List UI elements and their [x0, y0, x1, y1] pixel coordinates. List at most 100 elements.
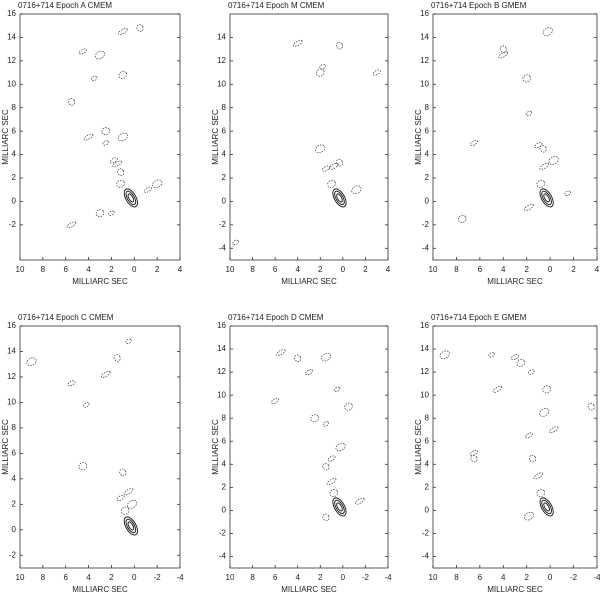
x-tick-label: 0	[132, 265, 137, 274]
jet-component	[329, 489, 339, 498]
x-tick-label: 2	[524, 265, 529, 274]
x-tick-label: 2	[155, 265, 160, 274]
jet-component	[548, 156, 559, 165]
x-axis-label: MILLIARC SEC	[281, 585, 337, 594]
y-tick-label: 12	[217, 367, 226, 376]
core-contour	[123, 188, 138, 208]
core-contour	[125, 518, 137, 534]
jet-component	[533, 472, 544, 480]
jet-component	[539, 162, 550, 170]
panel: 0716+714 Epoch B GMEM 10 8 6 4 2 0 2 4 -4 -2 0 2 4 6 8 1…	[414, 1, 600, 286]
y-tick-label: 6	[222, 436, 227, 445]
jet-component	[587, 402, 595, 411]
panel-title: 0716+714 Epoch A CMEM	[18, 1, 112, 10]
x-tick-label: -4	[593, 573, 600, 582]
x-tick-label: 0	[548, 573, 553, 582]
x-tick-label: 2	[318, 265, 323, 274]
jet-component	[499, 45, 507, 53]
jet-component	[524, 203, 534, 211]
panel-title: 0716+714 Epoch M CMEM	[228, 1, 325, 10]
y-tick-label: 2	[12, 499, 17, 508]
jet-component	[94, 50, 106, 60]
jet-component	[120, 506, 130, 515]
y-axis-label: MILLIARC SEC	[211, 109, 220, 165]
x-tick-label: 8	[41, 573, 46, 582]
core-contour	[541, 190, 552, 206]
core-contour	[125, 190, 137, 206]
y-tick-label: 4	[222, 459, 227, 468]
y-tick-label: -2	[9, 550, 17, 559]
x-tick-label: 10	[16, 265, 25, 274]
panel: 0716+714 Epoch M CMEM 10 8 6 4 2 0 2 4 -4 -2 0 2 4 6 8 1…	[211, 1, 391, 286]
jet-component	[525, 432, 534, 439]
y-tick-label: -2	[422, 529, 430, 538]
jet-component	[294, 354, 302, 362]
jet-component	[321, 165, 330, 172]
x-tick-label: 2	[109, 265, 114, 274]
jet-component	[329, 162, 339, 170]
y-tick-label: -2	[219, 529, 227, 538]
y-tick-label: 8	[12, 423, 17, 432]
y-tick-label: 0	[222, 197, 227, 206]
x-axis-label: MILLIARC SEC	[487, 277, 543, 286]
y-tick-label: 10	[7, 79, 16, 88]
jet-component	[522, 74, 531, 83]
y-tick-label: 8	[222, 413, 227, 422]
x-tick-label: 8	[250, 265, 255, 274]
core-component	[539, 497, 554, 517]
jet-component	[136, 24, 144, 32]
y-tick-label: 6	[425, 126, 430, 135]
core-contour	[127, 521, 135, 531]
plot-frame	[229, 13, 389, 261]
panel-title: 0716+714 Epoch D CMEM	[228, 313, 324, 322]
core-component	[539, 188, 554, 208]
jet-component	[152, 179, 163, 189]
jet-component	[542, 385, 551, 394]
y-tick-label: 10	[217, 390, 226, 399]
x-tick-label: 8	[250, 573, 255, 582]
jet-component	[78, 462, 88, 471]
x-tick-label: 4	[295, 573, 300, 582]
jet-component	[458, 215, 467, 223]
jet-component	[275, 349, 286, 356]
y-tick-label: 16	[217, 321, 226, 330]
y-tick-label: 6	[12, 448, 17, 457]
x-tick-label: 4	[501, 265, 506, 274]
x-tick-label: 4	[86, 573, 91, 582]
y-tick-label: 14	[217, 344, 226, 353]
y-tick-label: 4	[425, 150, 430, 159]
panel: 0716+714 Epoch C CMEM 10 8 6 4 2 0 -2 -4 -2 0 2 4 6 8 1…	[1, 313, 184, 594]
x-tick-label: 0	[341, 573, 346, 582]
jet-component	[315, 144, 326, 153]
y-tick-label: 2	[425, 173, 430, 182]
jet-component	[95, 209, 105, 218]
y-tick-label: 0	[425, 197, 430, 206]
jet-component	[101, 127, 110, 136]
core-contour	[539, 188, 554, 208]
jet-component	[351, 185, 362, 194]
y-tick-label: 4	[222, 150, 227, 159]
y-tick-label: -2	[9, 220, 17, 229]
jet-component	[524, 511, 535, 521]
jet-component	[470, 139, 478, 146]
core-contour	[539, 497, 554, 517]
jet-component	[488, 352, 495, 358]
x-tick-label: 8	[454, 265, 459, 274]
x-tick-label: 6	[273, 573, 278, 582]
jet-component	[319, 64, 326, 70]
jet-component	[109, 157, 118, 164]
jet-component	[322, 462, 330, 471]
y-tick-label: 10	[217, 79, 226, 88]
jet-component	[67, 380, 76, 387]
y-tick-label: -4	[219, 552, 227, 561]
x-tick-label: 4	[386, 265, 391, 274]
jet-component	[78, 48, 87, 55]
y-tick-label: 14	[420, 344, 429, 353]
x-tick-label: 10	[226, 573, 235, 582]
x-tick-label: 2	[363, 265, 368, 274]
core-contour	[334, 190, 345, 206]
x-tick-label: 2	[571, 265, 576, 274]
jet-component	[292, 39, 303, 47]
x-tick-label: -4	[384, 573, 392, 582]
y-tick-label: 8	[425, 413, 430, 422]
